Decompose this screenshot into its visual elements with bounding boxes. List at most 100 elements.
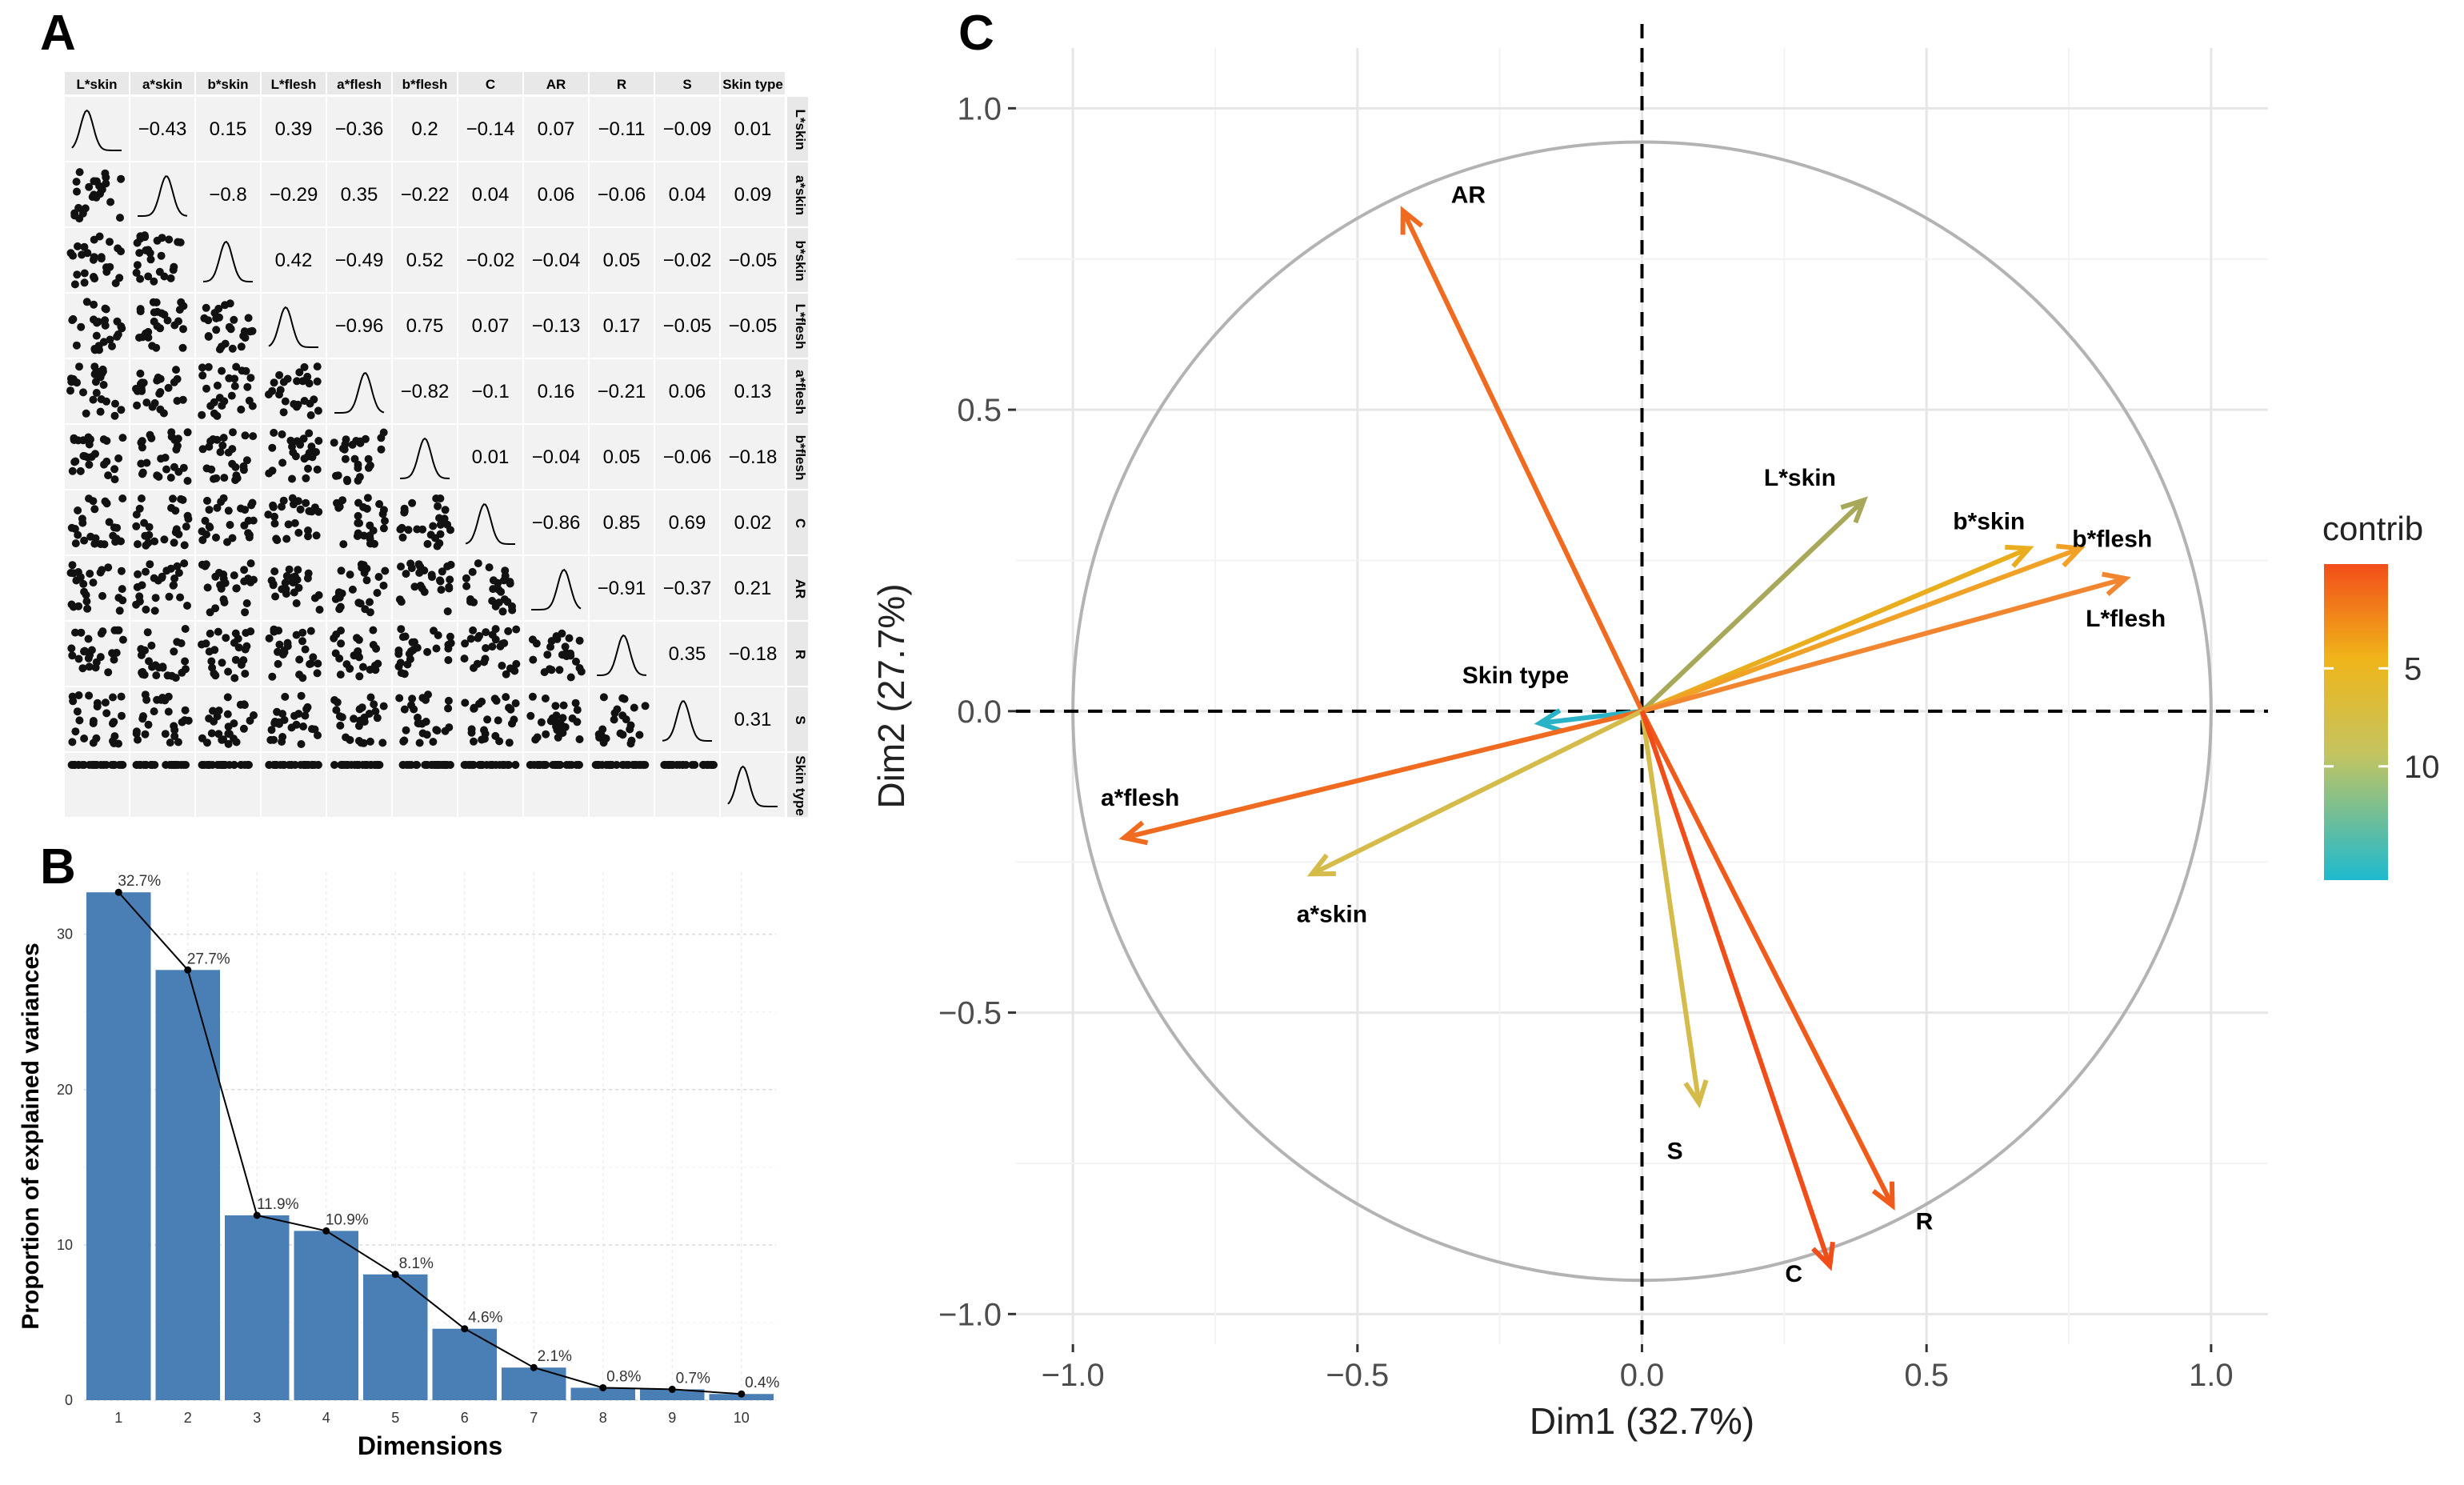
scatter-point (610, 715, 618, 724)
scatter-point (203, 583, 212, 592)
correlation-value: −0.05 (663, 315, 712, 337)
scatter-point (462, 582, 471, 590)
scatter-point (134, 540, 142, 549)
density-curve (138, 175, 188, 217)
scatter-point (306, 659, 315, 668)
y-tick-label: 0 (65, 1392, 73, 1408)
scatter-point (354, 647, 362, 656)
scatter-point (118, 711, 126, 720)
correlation-value: 0.07 (538, 118, 575, 140)
scatter-point (506, 705, 515, 714)
col-header-label: a*flesh (337, 77, 382, 92)
scatter-point (526, 711, 535, 720)
scatter-point (150, 606, 159, 615)
row-header-label: a*skin (793, 175, 808, 215)
scatter-point (508, 606, 517, 614)
scatter-point (79, 388, 87, 397)
scatter-point (362, 576, 371, 585)
data-label: 32.7% (118, 873, 161, 890)
scatter-point (270, 512, 278, 521)
scatter-point (302, 761, 310, 769)
scatter-point (144, 720, 153, 729)
correlation-value: −0.91 (598, 578, 646, 599)
scatter-point (240, 577, 249, 586)
scatter-point (552, 711, 561, 720)
scatter-point (83, 604, 92, 613)
scatter-point (240, 566, 249, 574)
scatter-point (157, 251, 166, 260)
scatter-point (230, 674, 239, 682)
x-tick-label: 0.5 (1904, 1358, 1949, 1393)
scatter-point (444, 696, 453, 705)
scatter-point (415, 569, 424, 577)
density-curve (465, 503, 515, 545)
scatter-point (432, 644, 441, 653)
scatter-point (165, 592, 174, 601)
scatter-point (528, 692, 537, 701)
scatter-point (241, 608, 250, 617)
scatter-point (114, 594, 123, 602)
scatter-point (401, 632, 410, 641)
matrix-cell-bg (655, 97, 719, 161)
scatter-point (494, 716, 502, 725)
scatter-point (85, 460, 94, 469)
scatter-point (429, 738, 438, 747)
scatter-point (336, 721, 345, 730)
scatter-point (444, 640, 453, 649)
scatter-point (97, 254, 106, 263)
scatter-point (366, 539, 374, 548)
scatter-point (146, 255, 155, 264)
scatter-point (287, 723, 296, 732)
scatter-point (270, 567, 279, 576)
scatter-point (106, 238, 114, 246)
scatter-point (403, 660, 412, 669)
scatter-point (182, 665, 190, 674)
scatter-point (375, 500, 384, 508)
scatter-point (264, 510, 273, 519)
scatter-point (470, 703, 478, 712)
density-curve (334, 372, 385, 414)
scatter-point (558, 650, 566, 659)
scatter-point (343, 477, 352, 486)
scatter-point (102, 267, 111, 276)
scatter-point (502, 693, 510, 702)
scatter-point (314, 406, 322, 415)
scatter-point (184, 716, 193, 725)
scatter-point (241, 431, 250, 440)
correlation-value: 0.15 (210, 118, 247, 140)
scree-point (738, 1390, 746, 1398)
row-header-label: S (793, 715, 808, 724)
data-label: 27.7% (187, 951, 230, 967)
scatter-point (402, 726, 410, 734)
scatter-point (307, 507, 316, 516)
col-header-label: C (486, 77, 495, 92)
scatter-point (85, 691, 94, 700)
scatter-point (144, 538, 153, 547)
scatter-point (198, 527, 206, 536)
scatter-point (290, 518, 299, 527)
scatter-point (299, 722, 307, 730)
scatter-point (95, 232, 104, 241)
scatter-point (443, 520, 452, 529)
scatter-point (397, 598, 406, 606)
scatter-point (183, 428, 192, 437)
scatter-point (415, 738, 424, 747)
scatter-point (366, 737, 374, 746)
scatter-point (445, 723, 454, 732)
loading-arrow-head (2056, 543, 2086, 568)
scatter-point (270, 627, 278, 636)
scatter-point (89, 395, 98, 404)
scatter-point (68, 316, 77, 325)
scatter-point (461, 698, 470, 707)
scatter-point (89, 578, 98, 587)
scatter-point (373, 714, 382, 722)
scatter-point (104, 668, 113, 677)
loading-arrow-head (2102, 571, 2131, 597)
scatter-point (265, 469, 274, 478)
matrix-cell-bg (458, 228, 522, 292)
scatter-point (269, 502, 278, 511)
loading-arrow-head (1306, 853, 1336, 877)
scatter-point (413, 525, 422, 534)
scatter-point (225, 322, 234, 331)
scatter-point (512, 625, 521, 634)
